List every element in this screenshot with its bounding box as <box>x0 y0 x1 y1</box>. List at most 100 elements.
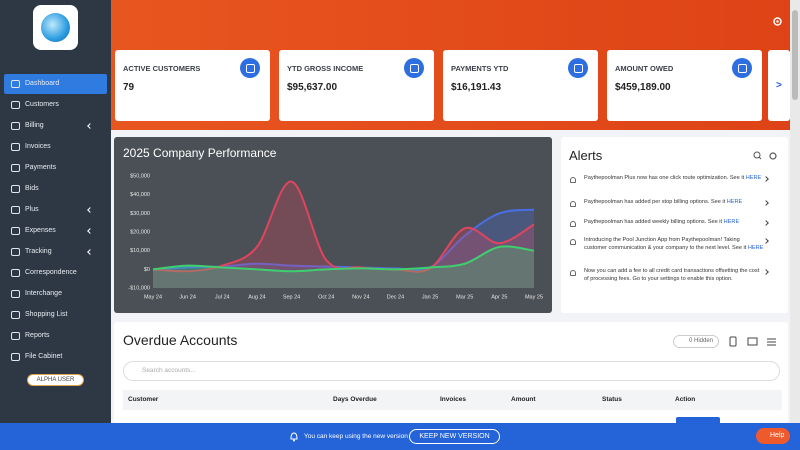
sidebar: Dashboard Customers Billing Invoices Payment… <box>0 0 111 450</box>
alert-item: Now you can add a fee to all credit card… <box>584 267 764 283</box>
nav-label[interactable]: Invoices <box>25 143 51 150</box>
series-line <box>152 180 535 273</box>
x-tick-label: Jun 24 <box>179 294 196 300</box>
alert-item: Paythepoolman has added weekly billing o… <box>584 218 764 226</box>
x-tick-label: May 24 <box>144 294 162 300</box>
x-tick-label: Mar 25 <box>456 294 473 300</box>
bell-icon <box>290 432 298 442</box>
x-tick-label: Sep 24 <box>283 294 300 300</box>
column-header: Days Overdue <box>333 396 377 403</box>
card-value: $459,189.00 <box>615 82 671 93</box>
y-tick-label: $20,000 <box>130 229 150 235</box>
y-tick-label: $40,000 <box>130 192 150 198</box>
nav-item[interactable]: Tracking <box>4 242 107 262</box>
nav-item[interactable]: Billing <box>4 116 107 136</box>
alert-link[interactable]: HERE <box>747 245 764 251</box>
nav-label[interactable]: Bids <box>25 185 39 192</box>
chart-title: 2025 Company Performance <box>123 146 277 160</box>
hidden-toggle[interactable]: 0 Hidden <box>673 335 719 348</box>
series-area <box>153 246 534 288</box>
card-value: 79 <box>123 82 135 93</box>
alert-chevron <box>763 238 769 244</box>
y-tick-label: -$10,000 <box>128 285 150 291</box>
alert-text: Introducing the Pool Junction App from P… <box>584 237 747 251</box>
nav-label[interactable]: Dashboard <box>25 80 60 87</box>
nav-item[interactable]: Expenses <box>4 221 107 241</box>
card-icon <box>404 58 424 78</box>
nav-label[interactable]: Expenses <box>25 227 56 234</box>
card-label: PAYMENTS YTD <box>451 64 509 73</box>
nav-item[interactable]: Dashboard <box>4 74 107 94</box>
alert-bell <box>570 239 576 245</box>
alerts-tools[interactable] <box>753 151 783 161</box>
alert-link[interactable]: HERE <box>726 199 743 205</box>
nav-item[interactable]: Interchange <box>4 284 107 304</box>
y-tick-label: $10,000 <box>130 248 150 254</box>
x-tick-label: Jan 25 <box>422 294 439 300</box>
alert-bell <box>570 201 576 207</box>
nav-label[interactable]: Plus <box>25 206 39 213</box>
card-value: $16,191.43 <box>451 82 502 93</box>
update-banner: You can keep using the new version KEEP … <box>0 423 800 450</box>
card-more[interactable]: > <box>768 50 790 121</box>
alert-link[interactable]: HERE <box>723 219 740 225</box>
more-arrow[interactable]: > <box>776 80 782 91</box>
nav-label[interactable]: Tracking <box>25 248 52 255</box>
overdue-tools[interactable] <box>728 335 778 349</box>
nav-label[interactable]: Reports <box>25 332 50 339</box>
nav-label[interactable]: Billing <box>25 122 44 129</box>
nav-item[interactable]: Plus <box>4 200 107 220</box>
alert-chevron <box>763 200 769 206</box>
nav-chevron <box>87 249 93 255</box>
search-input[interactable]: Search accounts... <box>123 361 780 381</box>
nav-label[interactable]: Shopping List <box>25 311 68 318</box>
nav-chevron <box>87 207 93 213</box>
alert-text: Paythepoolman has added per stop billing… <box>584 199 726 205</box>
nav-item[interactable]: File Cabinet <box>4 347 107 367</box>
x-tick-label: Dec 24 <box>387 294 404 300</box>
action-button[interactable] <box>676 417 720 425</box>
alert-bell <box>570 270 576 276</box>
x-tick-label: Aug 24 <box>248 294 265 300</box>
nav-item[interactable]: Payments <box>4 158 107 178</box>
x-tick-label: Oct 24 <box>318 294 334 300</box>
card-icon <box>568 58 588 78</box>
card-value: $95,637.00 <box>287 82 338 93</box>
nav-label[interactable]: Customers <box>25 101 59 108</box>
alerts-panel: Alerts Paythepoolman Plus now has one cl… <box>561 137 788 313</box>
chart: 2025 Company Performance -$10,000 $0 $10,0… <box>114 137 552 313</box>
stat-card: ACTIVE CUSTOMERS 79 <box>115 50 270 121</box>
stat-card: AMOUNT OWED $459,189.00 <box>607 50 762 121</box>
column-header: Customer <box>128 396 159 403</box>
alert-link[interactable]: HERE <box>745 175 762 181</box>
nav-item[interactable]: Shopping List <box>4 305 107 325</box>
column-header: Invoices <box>440 396 467 403</box>
nav-label[interactable]: Interchange <box>25 290 62 297</box>
alert-item: Paythepoolman has added per stop billing… <box>584 198 764 206</box>
table-header <box>123 390 782 410</box>
nav-item[interactable]: Reports <box>4 326 107 346</box>
nav-label[interactable]: Payments <box>25 164 57 171</box>
nav-label[interactable]: Correspondence <box>25 269 77 276</box>
overdue-title: Overdue Accounts <box>123 332 238 348</box>
nav-item[interactable]: Bids <box>4 179 107 199</box>
alpha-badge: ALPHA USER <box>27 374 84 386</box>
nav-label[interactable]: File Cabinet <box>25 353 63 360</box>
nav-item[interactable]: Customers <box>4 95 107 115</box>
help-button[interactable]: Help <box>756 428 790 444</box>
nav-item[interactable]: Correspondence <box>4 263 107 283</box>
nav-item[interactable]: Invoices <box>4 137 107 157</box>
card-icon <box>732 58 752 78</box>
alert-item: Paythepoolman Plus now has one click rou… <box>584 174 764 182</box>
y-tick-label: $50,000 <box>130 173 150 179</box>
y-tick-label: $30,000 <box>130 211 150 217</box>
keep-button[interactable]: KEEP NEW VERSION <box>409 429 500 444</box>
alert-chevron <box>763 220 769 226</box>
y-tick-label: $0 <box>144 267 150 273</box>
settings-icon[interactable] <box>772 16 783 27</box>
series-area <box>153 181 534 288</box>
nav-chevron <box>87 123 93 129</box>
scrollbar <box>790 0 800 423</box>
stat-card: PAYMENTS YTD $16,191.43 <box>443 50 598 121</box>
